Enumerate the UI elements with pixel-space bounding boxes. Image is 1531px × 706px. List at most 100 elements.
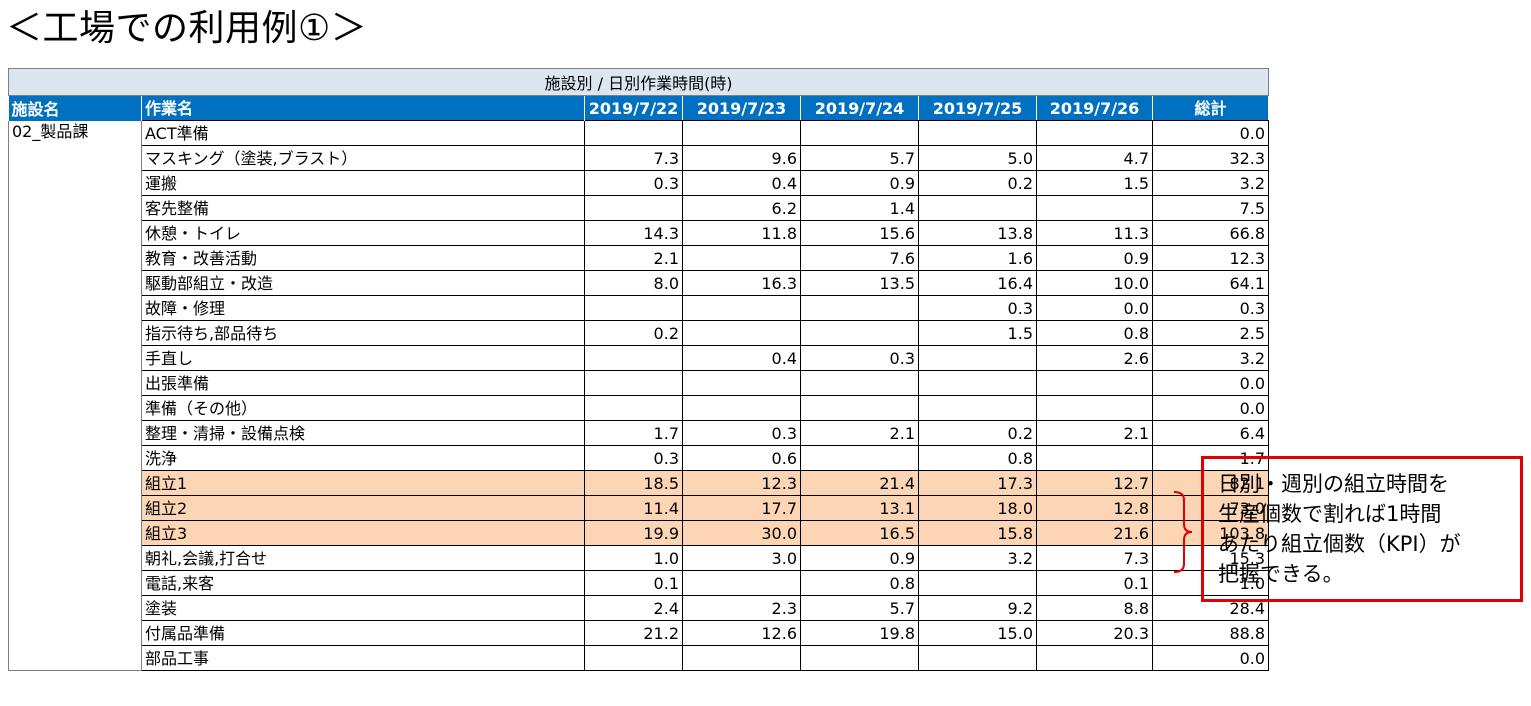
hours-cell: 21.6 xyxy=(1036,520,1153,546)
task-name-cell: ACT準備 xyxy=(141,120,585,146)
hours-cell xyxy=(584,345,683,371)
facility-cell xyxy=(8,320,142,346)
hours-cell xyxy=(800,295,919,321)
hours-cell: 3.0 xyxy=(682,545,801,571)
total-cell: 0.0 xyxy=(1151,370,1270,396)
hours-cell xyxy=(918,570,1037,596)
work-hours-table-container: 施設別 / 日別作業時間(時) 施設名 作業名 2019/7/22 2019/7/23… xyxy=(7,68,1270,671)
facility-cell xyxy=(8,445,142,471)
facility-cell: 02_製品課 xyxy=(8,120,142,146)
header-cell: 施設名 xyxy=(8,95,142,121)
hours-cell: 18.5 xyxy=(584,470,683,496)
table-row: 休憩・トイレ 14.3 11.8 15.6 13.8 11.3 66.8 xyxy=(8,220,1270,246)
total-cell: 82.1 xyxy=(1151,470,1270,496)
hours-cell: 8.8 xyxy=(1036,595,1153,621)
facility-cell xyxy=(8,520,142,546)
hours-cell: 0.4 xyxy=(682,170,801,196)
hours-cell: 16.5 xyxy=(800,520,919,546)
facility-cell xyxy=(8,495,142,521)
header-cell: 2019/7/24 xyxy=(800,95,919,121)
table-row: 教育・改善活動 2.1 7.6 1.6 0.9 12.3 xyxy=(8,245,1270,271)
hours-cell xyxy=(682,245,801,271)
hours-cell: 8.0 xyxy=(584,270,683,296)
table-row: 電話,来客 0.1 0.8 0.1 1.0 xyxy=(8,570,1270,596)
hours-cell: 0.3 xyxy=(682,420,801,446)
hours-cell: 20.3 xyxy=(1036,620,1153,646)
slide-title: ＜工場での利用例①＞ xyxy=(6,8,368,49)
task-name-cell: 手直し xyxy=(141,345,585,371)
header-cell: 2019/7/23 xyxy=(682,95,801,121)
hours-cell xyxy=(584,195,683,221)
hours-cell: 0.9 xyxy=(800,170,919,196)
hours-cell: 1.6 xyxy=(918,245,1037,271)
hours-cell: 0.3 xyxy=(918,295,1037,321)
hours-cell: 7.3 xyxy=(1036,545,1153,571)
table-row: 客先整備 6.2 1.4 7.5 xyxy=(8,195,1270,221)
hours-cell: 0.8 xyxy=(918,445,1037,471)
callout-line: 生産個数で割れば1時間 xyxy=(1218,502,1442,526)
hours-cell xyxy=(584,295,683,321)
facility-cell xyxy=(8,620,142,646)
table-row: 付属品準備 21.2 12.6 19.8 15.0 20.3 88.8 xyxy=(8,620,1270,646)
facility-cell xyxy=(8,645,142,671)
hours-cell: 13.1 xyxy=(800,495,919,521)
table-row: 部品工事 0.0 xyxy=(8,645,1270,671)
table-row: 組立3 19.9 30.0 16.5 15.8 21.6 103.8 xyxy=(8,520,1270,546)
facility-cell xyxy=(8,345,142,371)
table-body: 02_製品課 ACT準備 0.0 マスキング（塗装,ブラスト） 7.3 9.6 5.7 5.0… xyxy=(8,120,1270,671)
hours-cell: 5.0 xyxy=(918,145,1037,171)
hours-cell: 11.3 xyxy=(1036,220,1153,246)
hours-cell: 6.2 xyxy=(682,195,801,221)
task-name-cell: 運搬 xyxy=(141,170,585,196)
hours-cell: 0.2 xyxy=(918,420,1037,446)
task-name-cell: 整理・清掃・設備点検 xyxy=(141,420,585,446)
hours-cell: 0.2 xyxy=(584,320,683,346)
hours-cell xyxy=(584,645,683,671)
hours-cell: 9.2 xyxy=(918,595,1037,621)
hours-cell xyxy=(1036,195,1153,221)
total-cell: 15.3 xyxy=(1151,545,1270,571)
hours-cell: 17.7 xyxy=(682,495,801,521)
task-name-cell: 組立1 xyxy=(141,470,585,496)
hours-cell: 12.6 xyxy=(682,620,801,646)
hours-cell xyxy=(682,645,801,671)
task-name-cell: 準備（その他） xyxy=(141,395,585,421)
hours-cell: 2.3 xyxy=(682,595,801,621)
hours-cell: 3.2 xyxy=(918,545,1037,571)
task-name-cell: 教育・改善活動 xyxy=(141,245,585,271)
hours-cell: 21.4 xyxy=(800,470,919,496)
hours-cell: 1.7 xyxy=(584,420,683,446)
total-cell: 64.1 xyxy=(1151,270,1270,296)
task-name-cell: 電話,来客 xyxy=(141,570,585,596)
hours-cell: 2.1 xyxy=(800,420,919,446)
hours-cell: 0.3 xyxy=(584,445,683,471)
hours-cell: 0.1 xyxy=(1036,570,1153,596)
table-row: 手直し 0.4 0.3 2.6 3.2 xyxy=(8,345,1270,371)
total-cell: 32.3 xyxy=(1151,145,1270,171)
callout-line: あたり組立個数（KPI）が xyxy=(1218,532,1461,556)
hours-cell: 1.5 xyxy=(918,320,1037,346)
hours-cell: 2.6 xyxy=(1036,345,1153,371)
total-cell: 66.8 xyxy=(1151,220,1270,246)
total-cell: 6.4 xyxy=(1151,420,1270,446)
table-row: 出張準備 0.0 xyxy=(8,370,1270,396)
hours-cell xyxy=(1036,395,1153,421)
hours-cell: 2.1 xyxy=(584,245,683,271)
hours-cell: 11.4 xyxy=(584,495,683,521)
table-row: 運搬 0.3 0.4 0.9 0.2 1.5 3.2 xyxy=(8,170,1270,196)
hours-cell: 0.8 xyxy=(800,570,919,596)
table-row: 組立2 11.4 17.7 13.1 18.0 12.8 73.0 xyxy=(8,495,1270,521)
hours-cell: 13.5 xyxy=(800,270,919,296)
total-cell: 0.3 xyxy=(1151,295,1270,321)
table-header-row: 施設名 作業名 2019/7/22 2019/7/23 2019/7/24 2019/7/… xyxy=(8,95,1270,121)
total-cell: 0.0 xyxy=(1151,120,1270,146)
header-cell: 2019/7/22 xyxy=(584,95,683,121)
total-cell: 1.0 xyxy=(1151,570,1270,596)
hours-cell: 0.0 xyxy=(1036,295,1153,321)
hours-cell: 18.0 xyxy=(918,495,1037,521)
hours-cell xyxy=(918,395,1037,421)
total-cell: 0.0 xyxy=(1151,395,1270,421)
facility-cell xyxy=(8,295,142,321)
hours-cell: 12.8 xyxy=(1036,495,1153,521)
hours-cell xyxy=(1036,370,1153,396)
